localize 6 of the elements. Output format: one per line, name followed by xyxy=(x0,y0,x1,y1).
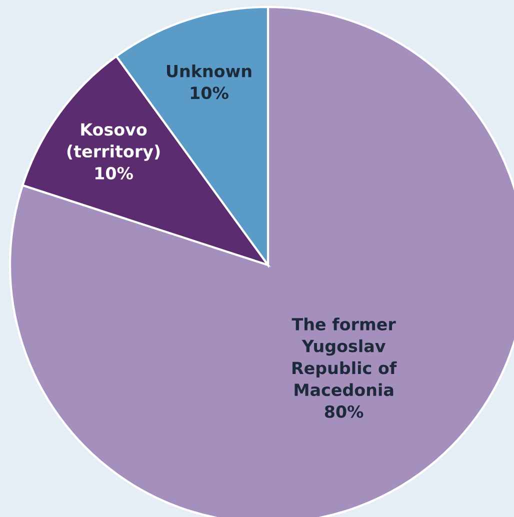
data-label: 10% xyxy=(190,86,228,100)
slice-label: The former Yugoslav Republic of Macedonia xyxy=(292,318,397,396)
slice-label: Unknown xyxy=(167,64,252,78)
data-label: 80% xyxy=(324,405,364,418)
data-label: 10% xyxy=(95,166,133,180)
slice-label: Kosovo (territory) xyxy=(67,123,160,161)
